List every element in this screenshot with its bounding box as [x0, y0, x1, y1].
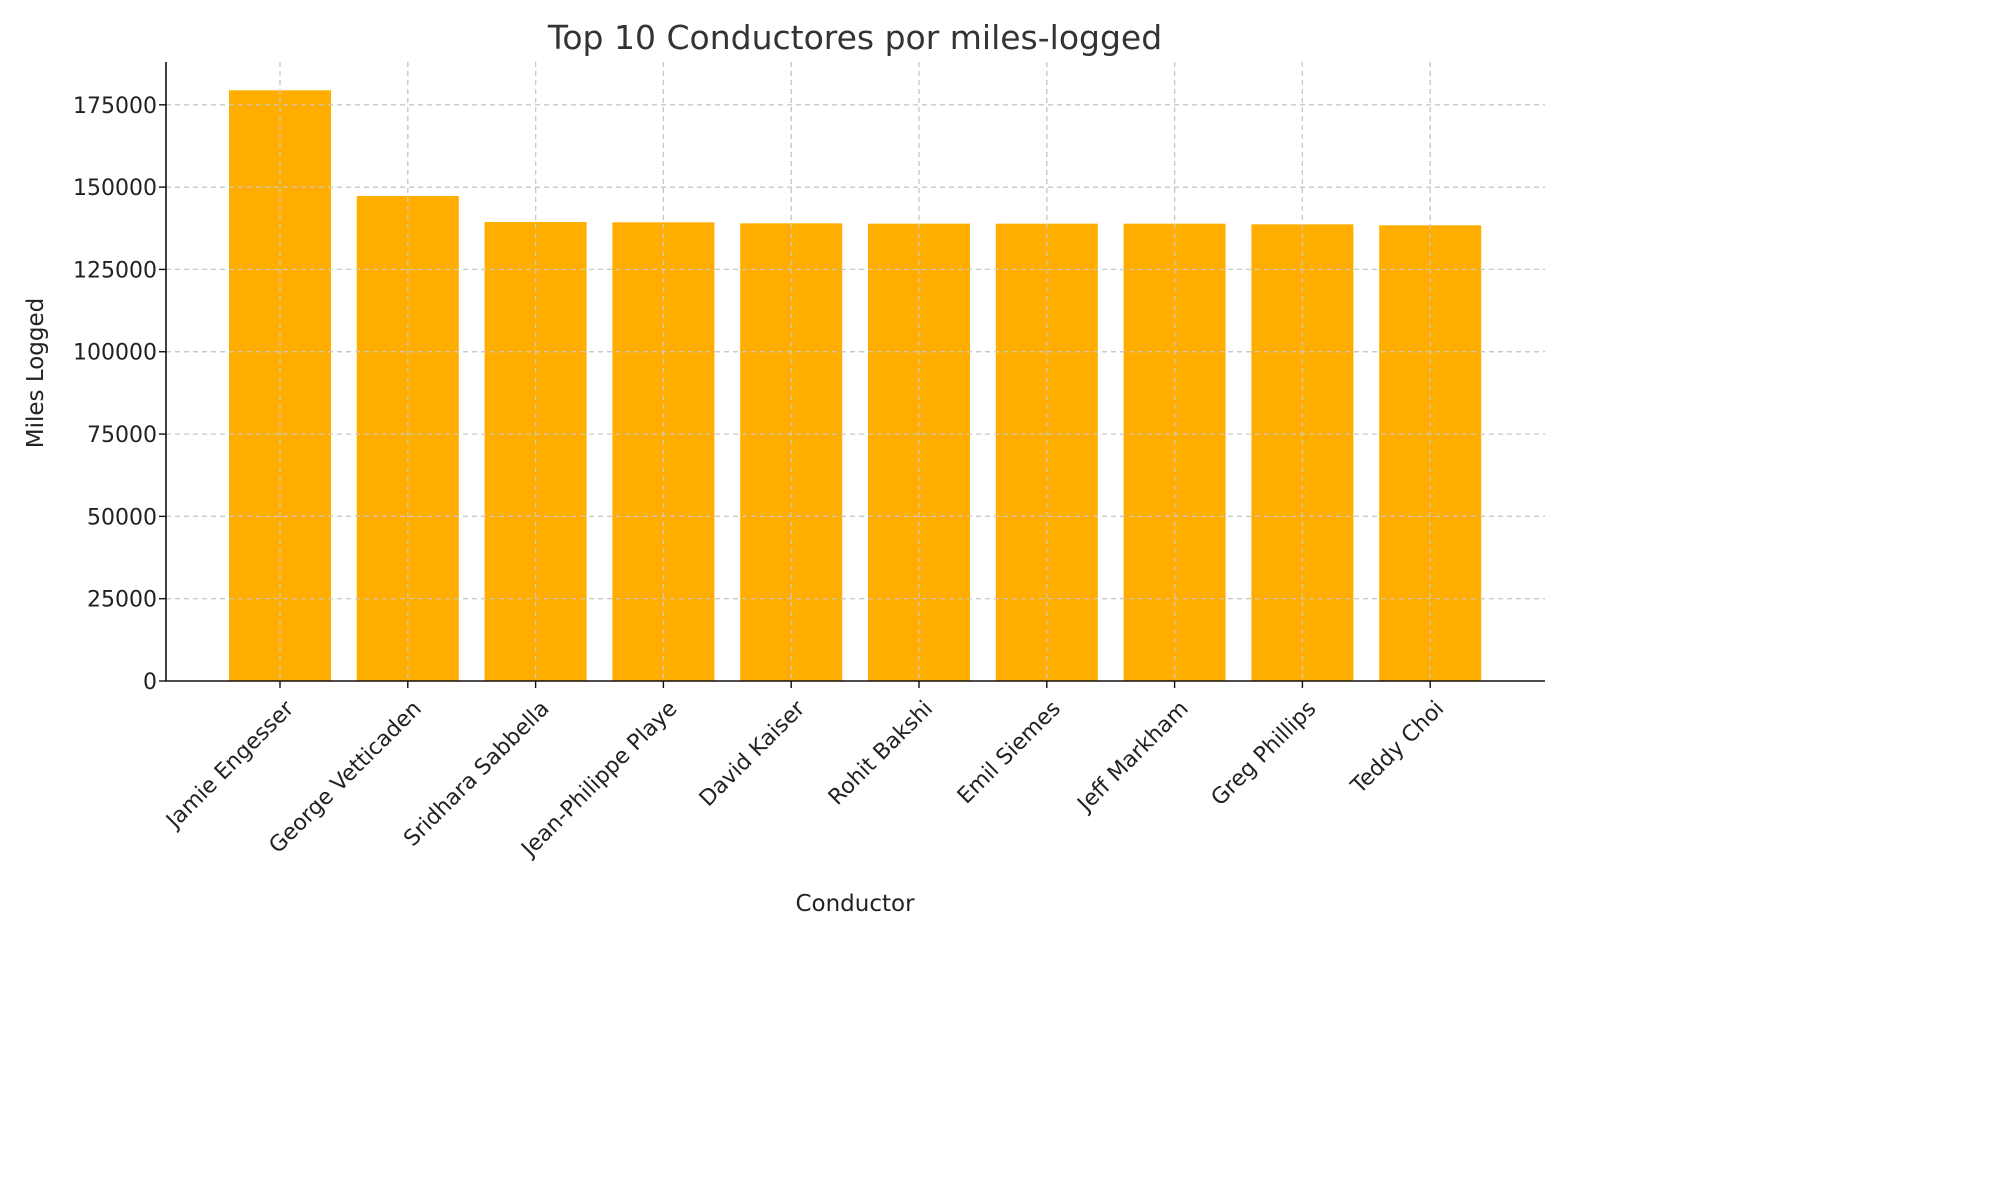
y-tick-label: 175000	[73, 94, 157, 119]
bar	[356, 196, 459, 682]
y-axis-label: Miles Logged	[23, 298, 49, 449]
bar-chart: 0 25000 50000 75000 100000 125000 150000 175000…	[23, 18, 1545, 917]
x-tick-label: Greg Phillips	[1207, 696, 1322, 811]
y-tick-label: 0	[143, 670, 157, 695]
y-tick-label: 100000	[73, 341, 157, 366]
x-axis-label: Conductor	[795, 891, 915, 917]
axis-layer	[165, 62, 1545, 682]
x-tick-label: Sridhara Sabbella	[399, 696, 554, 851]
bar-layer	[166, 62, 1545, 682]
x-tick-label: Jamie Engesser	[160, 696, 299, 835]
y-tick-label: 125000	[73, 258, 157, 283]
y-tick-label: 25000	[87, 588, 157, 613]
x-tick-label: Teddy Choi	[1346, 696, 1449, 799]
x-tick-label: Rohit Bakshi	[824, 696, 938, 810]
x-tick-label: Emil Siemes	[953, 696, 1066, 809]
x-tick-label: David Kaiser	[695, 696, 811, 812]
bar	[229, 90, 331, 681]
y-tick-label: 150000	[73, 176, 157, 201]
chart-title: Top 10 Conductores por miles-logged	[547, 18, 1162, 57]
y-tick-label: 75000	[87, 423, 157, 448]
y-tick-label: 50000	[87, 505, 157, 530]
x-tick-label: Jeff Markham	[1072, 696, 1194, 818]
chart-root: 0 25000 50000 75000 100000 125000 150000 175000…	[23, 18, 1545, 917]
